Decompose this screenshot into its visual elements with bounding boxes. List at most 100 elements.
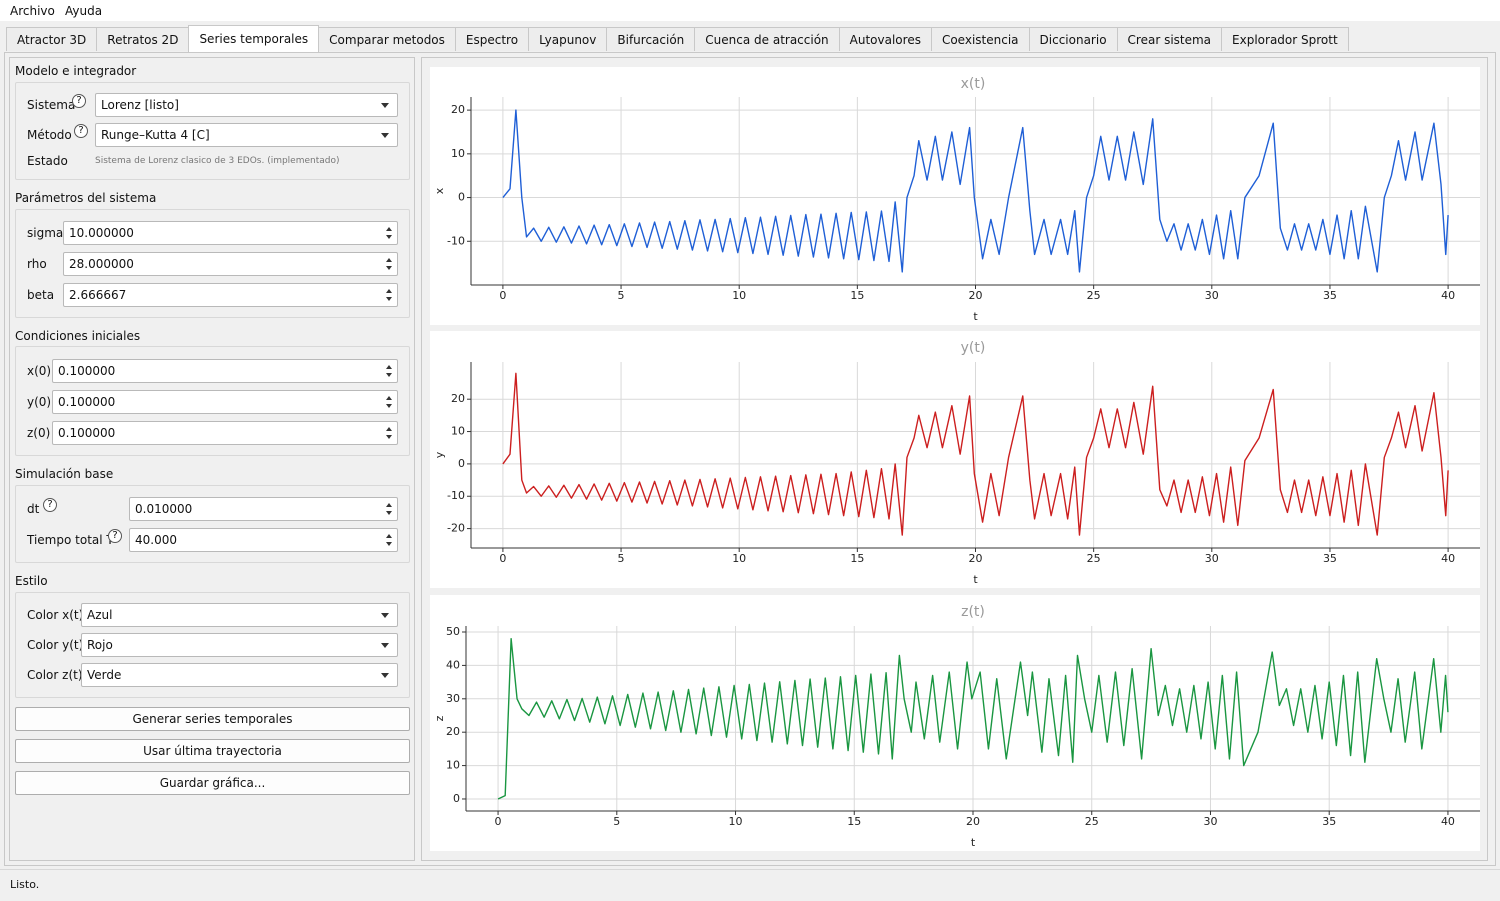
- chart-title: z(t): [961, 604, 985, 620]
- chart-background: [430, 67, 1480, 325]
- group-box: [15, 209, 410, 318]
- x-tick-label: 15: [847, 815, 861, 828]
- spin-box[interactable]: 0.010000: [129, 497, 398, 521]
- label: Condiciones iniciales: [15, 329, 141, 343]
- tab[interactable]: Lyapunov: [528, 27, 608, 51]
- tab[interactable]: Explorador Sprott: [1221, 27, 1349, 51]
- menu-item[interactable]: Ayuda: [65, 4, 103, 18]
- y-tick-label: 20: [446, 725, 460, 738]
- y-tick-label: 20: [451, 103, 465, 116]
- spin-box[interactable]: 40.000: [129, 528, 398, 552]
- spin-box[interactable]: 10.000000: [63, 221, 398, 245]
- combo-box[interactable]: Runge–Kutta 4 [C]: [95, 123, 398, 147]
- chart-background: [430, 331, 1480, 588]
- x-tick-label: 5: [613, 815, 620, 828]
- x-tick-label: 30: [1205, 289, 1219, 302]
- tab[interactable]: Series temporales: [188, 25, 320, 52]
- spin-box[interactable]: 28.000000: [63, 252, 398, 276]
- menu-bar: [0, 0, 1500, 21]
- x-tick-label: 10: [729, 815, 743, 828]
- help-icon[interactable]: ?: [43, 498, 57, 512]
- help-icon[interactable]: ?: [108, 529, 122, 543]
- label: Color x(t): [27, 608, 84, 622]
- y-axis-label: x: [433, 187, 446, 194]
- x-tick-label: 25: [1085, 815, 1099, 828]
- label: Método: [27, 128, 72, 142]
- y-tick-label: 0: [453, 792, 460, 805]
- y-tick-label: 50: [446, 625, 460, 638]
- data-line: [497, 637, 1449, 800]
- y-tick-label: 30: [446, 692, 460, 705]
- x-tick-label: 0: [499, 552, 506, 565]
- status-bar: [0, 869, 1500, 901]
- help-icon[interactable]: ?: [72, 94, 86, 108]
- label: Color z(t): [27, 668, 83, 682]
- chart-title: x(t): [961, 76, 986, 92]
- label: sigma: [27, 226, 64, 240]
- group-box: [15, 82, 410, 180]
- tab[interactable]: Bifurcación: [606, 27, 696, 51]
- spin-box[interactable]: 2.666667: [63, 283, 398, 307]
- label: y(0): [27, 395, 52, 409]
- x-tick-label: 35: [1322, 815, 1336, 828]
- control-panel: [9, 57, 415, 861]
- tab[interactable]: Crear sistema: [1116, 27, 1223, 51]
- button[interactable]: Guardar gráfica...: [15, 771, 410, 795]
- label: Modelo e integrador: [15, 64, 137, 78]
- tab[interactable]: Diccionario: [1028, 27, 1118, 51]
- menu-item[interactable]: Archivo: [10, 4, 55, 18]
- combo-box[interactable]: Rojo: [81, 633, 398, 657]
- x-tick-label: 20: [969, 289, 983, 302]
- y-tick-label: 10: [446, 759, 460, 772]
- y-tick-label: 10: [451, 147, 465, 160]
- label: Sistema de Lorenz clasico de 3 EDOs. (im…: [95, 156, 340, 166]
- combo-box[interactable]: Azul: [81, 603, 398, 627]
- tab-page: [4, 52, 1496, 866]
- combo-box[interactable]: Verde: [81, 663, 398, 687]
- button[interactable]: Usar última trayectoria: [15, 739, 410, 763]
- data-line: [502, 109, 1449, 273]
- spin-box[interactable]: 0.100000: [52, 359, 398, 383]
- x-tick-label: 15: [850, 289, 864, 302]
- tab[interactable]: Retratos 2D: [96, 27, 190, 51]
- status-text: Listo.: [10, 878, 40, 891]
- y-tick-label: 10: [451, 425, 465, 438]
- y-axis-label: y: [433, 451, 446, 458]
- data-line: [502, 372, 1449, 536]
- x-tick-label: 35: [1323, 289, 1337, 302]
- tab[interactable]: Espectro: [454, 27, 530, 51]
- button[interactable]: Generar series temporales: [15, 707, 410, 731]
- y-tick-label: -20: [447, 522, 465, 535]
- help-icon[interactable]: ?: [74, 124, 88, 138]
- x-tick-label: 15: [850, 552, 864, 565]
- label: Estilo: [15, 574, 48, 588]
- label: Simulación base: [15, 467, 114, 481]
- x-axis-label: t: [971, 836, 976, 849]
- x-tick-label: 40: [1441, 552, 1455, 565]
- x-tick-label: 25: [1087, 289, 1101, 302]
- label: dt: [27, 502, 40, 516]
- x-tick-label: 30: [1203, 815, 1217, 828]
- x-tick-label: 30: [1205, 552, 1219, 565]
- y-tick-label: 0: [458, 191, 465, 204]
- combo-box[interactable]: Lorenz [listo]: [95, 93, 398, 117]
- tab[interactable]: Coexistencia: [930, 27, 1030, 51]
- label: beta: [27, 288, 55, 302]
- x-tick-label: 40: [1441, 815, 1455, 828]
- spin-box[interactable]: 0.100000: [52, 421, 398, 445]
- y-tick-label: 20: [451, 392, 465, 405]
- x-tick-label: 20: [966, 815, 980, 828]
- spin-box[interactable]: 0.100000: [52, 390, 398, 414]
- tab[interactable]: Comparar metodos: [318, 27, 456, 51]
- y-tick-label: 40: [446, 658, 460, 671]
- plot-panel: [421, 57, 1488, 861]
- group-box: [15, 485, 410, 563]
- x-axis-label: t: [973, 573, 978, 586]
- x-axis-label: t: [973, 310, 978, 323]
- y-tick-label: -10: [447, 489, 465, 502]
- x-tick-label: 40: [1441, 289, 1455, 302]
- y-tick-label: 0: [458, 457, 465, 470]
- label: Color y(t): [27, 638, 84, 652]
- x-tick-label: 5: [618, 289, 625, 302]
- tab-bar: Atractor 3D Retratos 2D Series temporales C…: [6, 25, 1349, 52]
